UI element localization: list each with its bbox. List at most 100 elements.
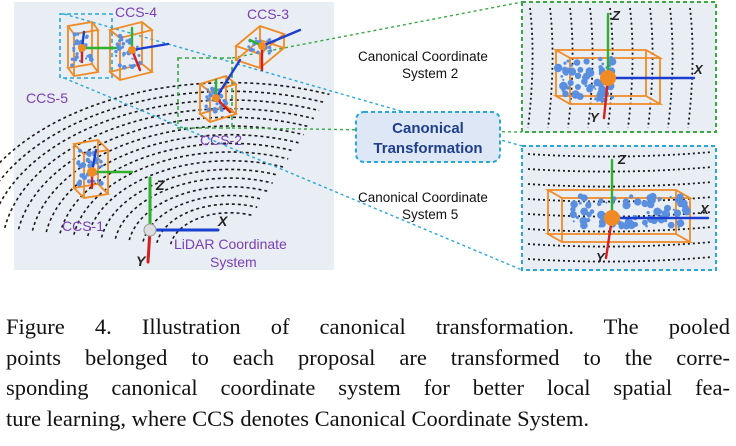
point [645,224,648,228]
point [86,179,92,184]
lidar-label-line1: LiDAR Coordinate [174,236,287,252]
panel-scan-line [527,166,713,173]
point [212,107,218,112]
point [72,46,76,50]
point [128,64,131,67]
point [207,91,210,93]
panel-scan-line [547,7,554,129]
panel-scan-line [627,7,634,129]
point [561,88,566,93]
point [598,56,603,62]
point [70,57,74,61]
point [98,158,101,161]
point [117,33,123,39]
point [208,92,213,98]
point [597,210,606,220]
caption-line-3: sponding canonical coordinate system for… [6,375,730,400]
caption-line-1: Figure 4. Illustration of canonical tran… [6,314,730,339]
point [256,50,260,55]
ccs4-box [108,21,154,81]
point [78,59,81,63]
point [599,220,606,228]
point [76,160,81,166]
ccs2-panel-y-label: Y [590,110,600,125]
point [653,207,662,216]
point [580,194,588,202]
ccs4-label: CCS-4 [115,4,157,20]
point [115,42,120,46]
point [74,39,80,45]
lidar-scan-rings [0,81,330,245]
point [122,54,125,57]
ccs5-selection-box [59,13,113,79]
point [573,59,581,66]
ccs2-label: CCS-2 [200,132,242,148]
point [219,108,224,112]
point [580,207,589,216]
point [135,45,139,49]
point [205,95,209,99]
point [611,68,615,71]
ccs5-box [66,21,100,77]
point [85,34,89,38]
point [574,72,582,80]
panel-scan-line [527,226,713,233]
point [121,42,126,46]
panel-scan-line [647,7,654,129]
ccs2-panel-box [552,49,664,105]
point [70,63,74,68]
origin-spheres [78,42,620,226]
panel-scan-lines [527,7,713,263]
point [268,46,272,50]
panel-scan-line [527,181,713,188]
point [267,51,271,55]
point [562,69,568,75]
ccs2-panel-x-label: X [693,62,704,77]
point [206,107,211,112]
point [629,194,634,199]
point [569,211,577,219]
ccs5-panel-x-label: X [699,202,710,217]
point [252,43,255,46]
point [601,62,605,66]
point [97,165,101,169]
panel-scan-line [527,211,713,218]
lidar-x-label: X [217,213,229,229]
point [605,201,608,204]
scan-ring [114,177,273,239]
point [72,49,76,52]
ccs1-label: CCS-1 [62,218,104,234]
ccs5-panel-y-label: Y [596,250,606,265]
point [608,57,617,66]
point [641,200,649,208]
point [224,99,227,102]
point [269,49,273,53]
panel-scan-line [527,7,534,129]
panel-scan-line [567,7,574,129]
panel-scan-line [587,7,594,129]
point [206,88,209,91]
lidar-axes [143,176,220,264]
lidar-y-label: Y [136,253,147,269]
point [117,46,120,49]
point [206,97,210,102]
ccs5-panel-z-label: Z [617,152,627,167]
point [677,225,680,228]
point [114,54,118,57]
point [562,78,565,81]
scan-ring [73,151,289,235]
point [578,201,582,205]
panel-scan-line [527,196,713,203]
panel-scan-line [667,7,674,129]
point [559,81,568,91]
point [125,39,129,43]
point [567,79,574,86]
scan-ring [128,186,268,241]
point [575,215,580,220]
point [75,52,79,56]
point [85,43,88,46]
point [224,102,227,106]
point [87,164,91,168]
point [254,37,257,40]
point [129,64,135,70]
